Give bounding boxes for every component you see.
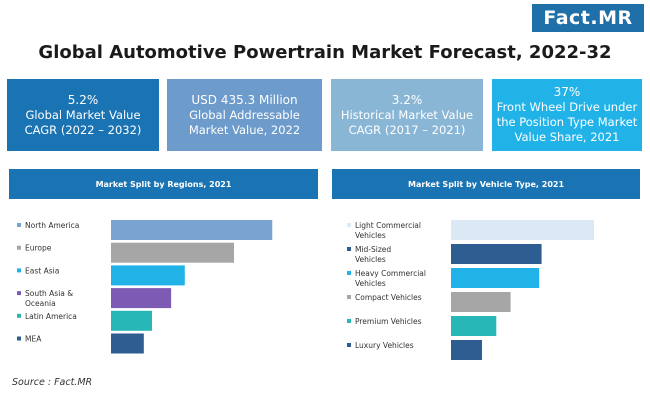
category-label: Heavy Commercial Vehicles	[355, 269, 426, 288]
category-label: Europe	[25, 244, 52, 253]
kpi-card-market-value: USD 435.3 Million Global Addressable Mar…	[167, 79, 322, 151]
vehicle-type-chart-title: Market Split by Vehicle Type, 2021	[332, 169, 640, 199]
bar	[111, 242, 234, 263]
category-marker	[17, 245, 21, 250]
regions-bar-chart: North America Europe East Asia South Asia &…	[17, 220, 273, 354]
category-label: Luxury Vehicles	[355, 341, 414, 350]
kpi-label: Front Wheel Drive under the Position Typ…	[496, 100, 638, 144]
kpi-card-share: 37% Front Wheel Drive under the Position…	[492, 79, 642, 151]
factmr-logo: Fact.MR	[532, 4, 644, 32]
kpi-value: 3.2%	[391, 92, 423, 107]
kpi-label: Global Addressable Market Value, 2022	[188, 107, 301, 137]
kpi-card-cagr: 5.2% Global Market Value CAGR (2022 – 20…	[7, 79, 159, 151]
kpi-value: 37%	[553, 85, 581, 99]
vehicle-type-bar-chart: Light Commercial Vehicles Mid-Sized Vehicle…	[347, 220, 594, 360]
category-label: Latin America	[25, 312, 77, 321]
category-label: South Asia & Oceania	[25, 289, 73, 308]
category-marker	[17, 313, 21, 318]
bar	[111, 310, 152, 331]
category-label: Mid-Sized Vehicles	[355, 245, 391, 264]
kpi-value: USD 435.3 Million	[191, 92, 298, 107]
bar	[451, 268, 540, 288]
chart-title: Global Automotive Powertrain Market Fore…	[38, 42, 612, 63]
bar	[451, 244, 542, 264]
category-marker	[17, 336, 21, 341]
category-marker	[17, 223, 21, 227]
category-marker	[347, 319, 351, 323]
bar	[451, 340, 482, 360]
category-label: North America	[25, 221, 79, 230]
category-marker	[17, 268, 21, 273]
category-label: Premium Vehicles	[355, 317, 422, 326]
kpi-value: 5.2%	[67, 92, 99, 107]
kpi-label: Historical Market Value CAGR (2017 – 202…	[340, 107, 474, 137]
category-marker	[347, 247, 351, 251]
category-label: Light Commercial Vehicles	[355, 221, 421, 240]
bar	[111, 288, 172, 309]
category-marker	[347, 343, 351, 347]
category-label: East Asia	[25, 266, 59, 275]
category-marker	[17, 291, 21, 296]
bar	[451, 292, 511, 312]
bar	[451, 316, 497, 336]
bar	[451, 220, 594, 240]
kpi-card-historical-cagr: 3.2% Historical Market Value CAGR (2017 …	[331, 79, 483, 151]
category-marker	[347, 295, 351, 299]
category-label: MEA	[25, 335, 42, 344]
source-note: Source : Fact.MR	[12, 377, 93, 388]
bar	[111, 333, 144, 354]
category-marker	[347, 271, 351, 275]
regions-chart-title: Market Split by Regions, 2021	[9, 169, 318, 199]
bar	[111, 265, 185, 286]
kpi-label: Global Market Value CAGR (2022 – 2032)	[24, 107, 142, 137]
category-label: Compact Vehicles	[355, 293, 422, 302]
category-marker	[347, 223, 351, 227]
bar	[111, 220, 273, 240]
